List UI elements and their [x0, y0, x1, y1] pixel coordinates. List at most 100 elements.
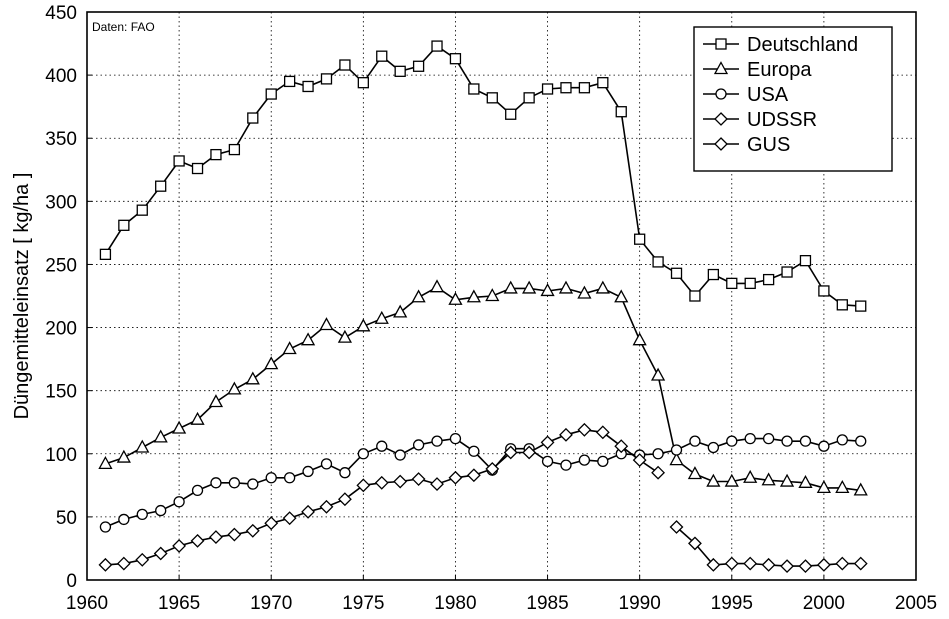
data-point-usa — [136, 508, 148, 521]
series-udssr — [98, 422, 666, 572]
data-point-deutschland — [173, 155, 185, 167]
data-point-udssr — [264, 516, 279, 531]
data-point-usa — [99, 521, 112, 533]
data-point-usa — [855, 435, 867, 447]
data-point-deutschland — [99, 248, 112, 260]
legend-label-usa: USA — [747, 84, 789, 106]
data-point-usa — [320, 458, 333, 470]
data-point-europa — [816, 480, 831, 494]
data-point-udssr — [337, 492, 352, 507]
data-point-deutschland — [578, 82, 591, 94]
data-point-usa — [689, 435, 701, 447]
data-point-udssr — [632, 453, 647, 468]
series-europa — [98, 279, 868, 496]
legend-entry-deutschland: Deutschland — [703, 34, 858, 56]
legend-marker-deutschland — [715, 38, 727, 50]
data-point-europa — [429, 279, 445, 293]
data-point-usa — [376, 440, 388, 452]
data-point-udssr — [319, 499, 334, 514]
x-tick-label: 1990 — [619, 593, 661, 614]
data-point-udssr — [485, 462, 500, 476]
data-point-deutschland — [302, 80, 314, 93]
data-point-europa — [208, 394, 224, 408]
data-point-udssr — [190, 533, 205, 548]
data-point-deutschland — [394, 65, 406, 77]
data-point-udssr — [522, 445, 537, 460]
data-point-deutschland — [320, 73, 333, 85]
data-point-udssr — [430, 477, 444, 491]
data-point-deutschland — [634, 233, 646, 245]
data-point-europa — [245, 371, 260, 385]
data-point-deutschland — [412, 60, 425, 72]
data-point-europa — [761, 472, 776, 486]
data-point-deutschland — [836, 299, 848, 311]
data-point-deutschland — [468, 83, 480, 95]
data-point-usa — [228, 477, 241, 489]
data-point-deutschland — [136, 204, 148, 216]
data-point-europa — [393, 304, 408, 318]
data-point-europa — [798, 474, 813, 488]
series-layer — [98, 40, 868, 574]
data-point-udssr — [559, 427, 573, 442]
data-point-usa — [597, 455, 609, 468]
data-point-europa — [337, 329, 353, 343]
legend-entry-usa: USA — [703, 84, 789, 106]
data-point-gus — [724, 556, 739, 571]
data-point-deutschland — [560, 82, 572, 94]
data-point-usa — [541, 455, 554, 468]
data-point-udssr — [116, 556, 131, 571]
x-tick-label: 1980 — [434, 593, 476, 614]
data-point-usa — [265, 472, 277, 484]
data-point-usa — [302, 465, 314, 478]
data-point-europa — [558, 280, 574, 294]
data-point-usa — [762, 432, 775, 445]
data-point-deutschland — [357, 77, 369, 89]
data-point-deutschland — [431, 40, 443, 52]
x-tick-label: 1960 — [66, 593, 108, 614]
data-point-deutschland — [744, 277, 756, 290]
data-point-europa — [190, 411, 205, 425]
data-point-europa — [282, 341, 297, 355]
data-point-udssr — [245, 523, 260, 538]
data-point-deutschland — [486, 92, 498, 104]
data-point-usa — [468, 445, 480, 457]
data-point-europa — [411, 289, 426, 303]
data-point-europa — [374, 310, 389, 324]
data-point-gus — [853, 556, 868, 571]
data-point-deutschland — [283, 75, 296, 88]
data-point-deutschland — [191, 162, 204, 175]
legend-entry-gus: GUS — [703, 134, 790, 156]
data-point-udssr — [172, 539, 187, 553]
data-point-deutschland — [652, 256, 664, 268]
x-tick-label: 1965 — [158, 593, 200, 614]
data-point-europa — [706, 473, 721, 487]
data-point-gus — [761, 557, 776, 572]
data-point-usa — [173, 496, 185, 508]
y-tick-label: 350 — [45, 129, 77, 150]
legend: Deutschland Europa USA UDSSR GUS — [693, 26, 893, 172]
data-point-udssr — [595, 425, 610, 440]
x-tick-label: 2005 — [895, 593, 937, 614]
data-point-europa — [522, 280, 537, 294]
data-point-deutschland — [247, 112, 259, 124]
legend-entry-udssr: UDSSR — [703, 109, 817, 131]
y-tick-label: 300 — [45, 192, 77, 213]
data-point-usa — [449, 432, 462, 445]
data-point-usa — [578, 454, 591, 466]
data-point-gus — [798, 559, 813, 574]
data-point-europa — [632, 332, 647, 346]
legend-label-gus: GUS — [747, 134, 790, 156]
series-deutschland — [99, 40, 867, 312]
y-tick-label: 450 — [45, 3, 77, 24]
data-point-europa — [595, 280, 610, 294]
data-point-udssr — [374, 475, 389, 490]
data-point-usa — [247, 478, 259, 490]
data-point-udssr — [227, 527, 242, 542]
data-point-usa — [191, 484, 204, 497]
data-point-udssr — [411, 472, 426, 486]
data-point-udssr — [577, 422, 592, 437]
data-point-europa — [98, 456, 113, 470]
data-point-udssr — [540, 435, 555, 450]
data-point-europa — [540, 283, 555, 297]
data-point-europa — [319, 317, 334, 331]
